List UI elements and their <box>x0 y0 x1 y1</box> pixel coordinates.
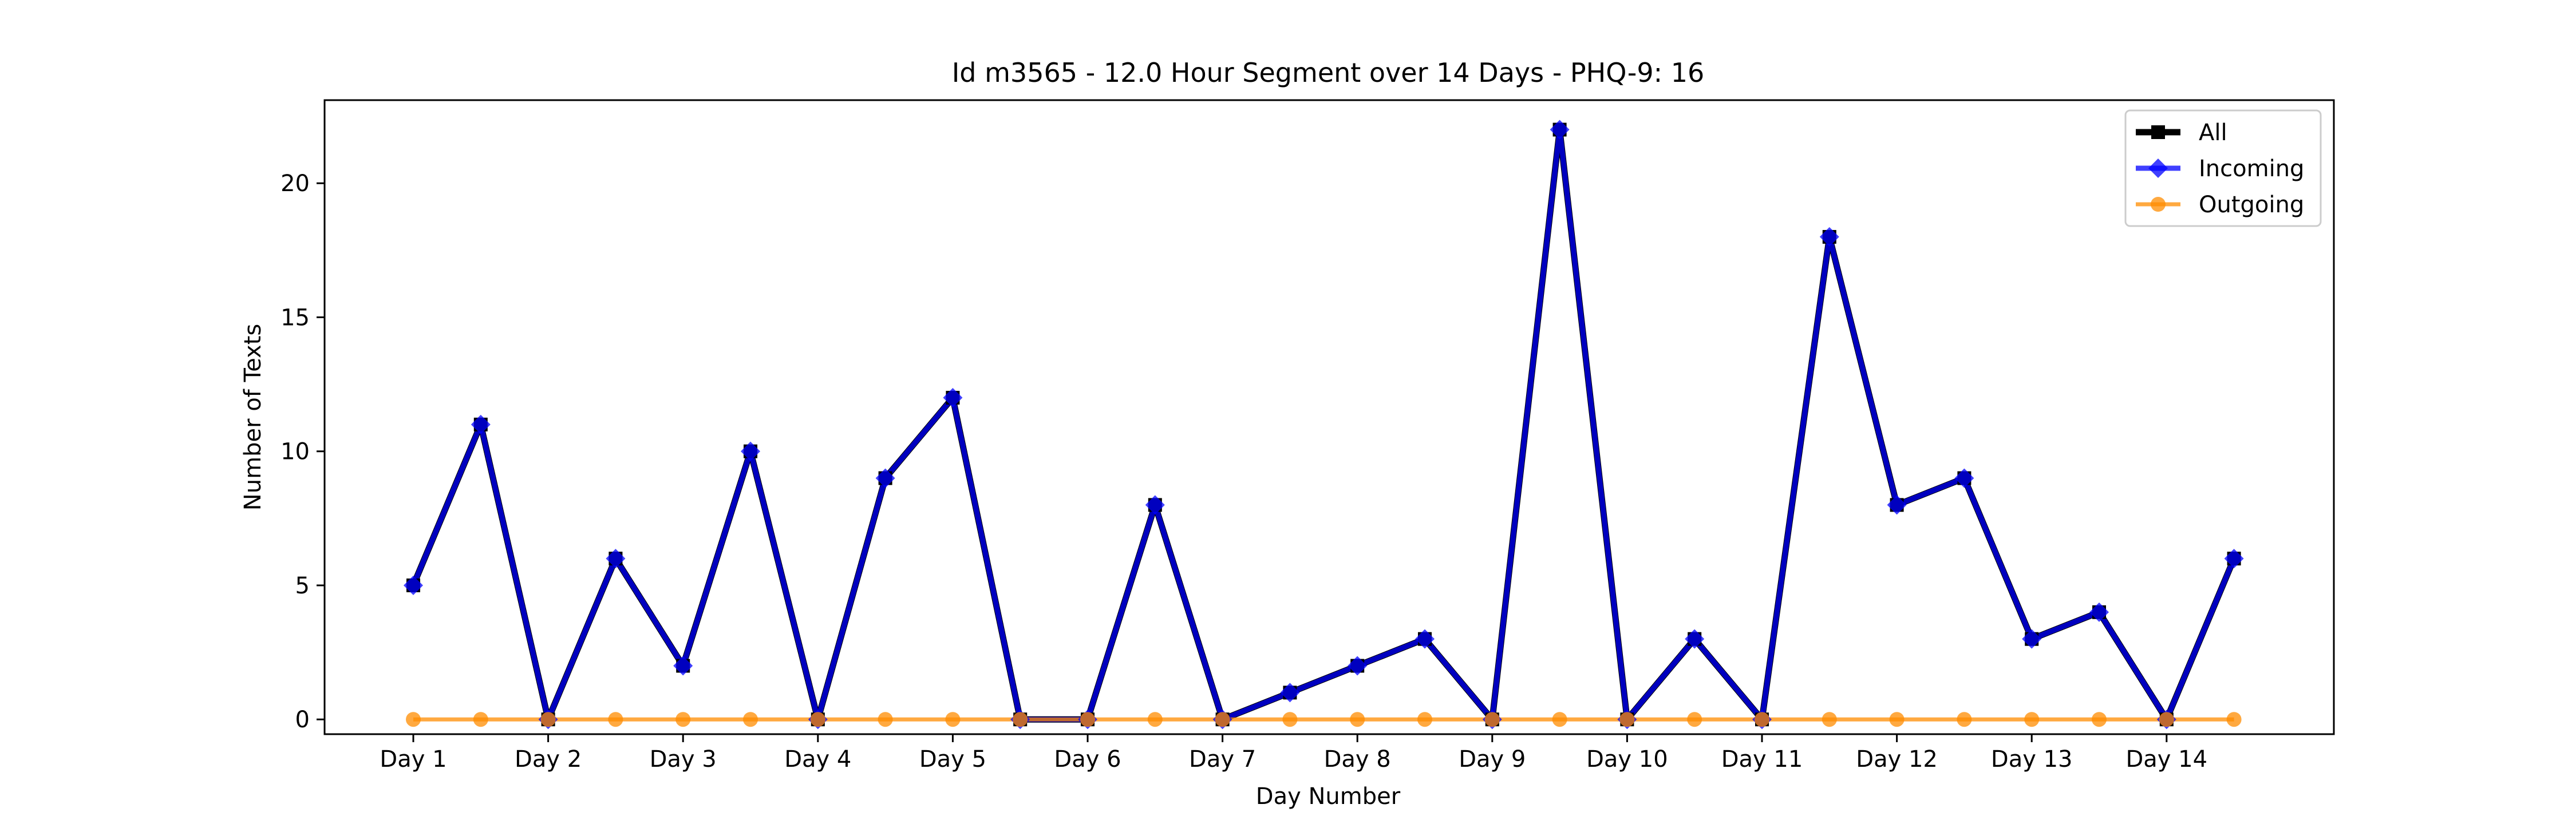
data-point-outgoing <box>1552 712 1567 727</box>
data-point-incoming <box>1550 120 1570 140</box>
data-point-outgoing <box>1147 712 1163 727</box>
x-tick-label: Day 10 <box>1586 746 1668 772</box>
legend-label: Incoming <box>2199 156 2304 182</box>
legend-marker <box>2148 159 2168 178</box>
legend-marker <box>2151 125 2165 139</box>
series-lines <box>410 126 2237 723</box>
data-point-outgoing <box>608 712 623 727</box>
data-point-outgoing <box>406 712 421 727</box>
data-point-incoming <box>1685 629 1705 649</box>
y-tick-label: 20 <box>280 171 310 197</box>
data-point-outgoing <box>473 712 488 727</box>
data-point-outgoing <box>1619 712 1635 727</box>
data-point-outgoing <box>540 712 556 727</box>
data-point-incoming <box>943 388 963 408</box>
x-axis-label: Day Number <box>1256 783 1401 810</box>
data-point-incoming <box>1819 227 1839 247</box>
x-tick-label: Day 11 <box>1721 746 1803 772</box>
x-axis: Day 1 Day 2 Day 3 Day 4 Day 5 Day 6 Day 7 Day 8… <box>380 734 2207 772</box>
data-point-outgoing <box>1889 712 1905 727</box>
data-point-outgoing <box>743 712 758 727</box>
data-point-outgoing <box>675 712 691 727</box>
plot-area <box>323 99 2335 735</box>
data-point-outgoing <box>810 712 825 727</box>
data-point-outgoing <box>1282 712 1298 727</box>
y-tick-label: 0 <box>295 707 310 733</box>
data-point-outgoing <box>1013 712 1028 727</box>
data-point-outgoing <box>1687 712 1702 727</box>
data-point-incoming <box>673 656 693 676</box>
chart-title: Id m3565 - 12.0 Hour Segment over 14 Day… <box>952 57 1705 88</box>
y-axis: 0 5 10 15 20 <box>280 171 325 733</box>
data-point-outgoing <box>878 712 893 727</box>
data-point-incoming <box>1887 495 1907 515</box>
data-point-incoming <box>741 441 760 461</box>
y-tick-label: 15 <box>280 304 310 331</box>
x-tick-label: Day 1 <box>380 746 447 772</box>
data-point-incoming <box>2089 602 2109 622</box>
x-tick-label: Day 3 <box>650 746 717 772</box>
x-tick-label: Day 9 <box>1459 746 1526 772</box>
data-point-incoming <box>1145 495 1165 515</box>
data-point-outgoing <box>1417 712 1432 727</box>
x-tick-label: Day 6 <box>1054 746 1121 772</box>
legend-box <box>2124 109 2322 227</box>
x-tick-label: Day 14 <box>2125 746 2207 772</box>
data-point-incoming <box>1415 629 1435 649</box>
data-point-outgoing <box>1215 712 1230 727</box>
x-tick-label: Day 7 <box>1189 746 1256 772</box>
data-point-outgoing <box>1755 712 1769 727</box>
series-line-incoming <box>410 127 2237 722</box>
data-point-outgoing <box>2159 712 2174 727</box>
data-point-outgoing <box>1822 712 1837 727</box>
y-tick-label: 5 <box>295 573 310 599</box>
y-axis-label: Number of Texts <box>240 324 266 510</box>
data-point-outgoing <box>1080 712 1095 727</box>
data-point-outgoing <box>1350 712 1365 727</box>
data-point-incoming <box>1348 656 1368 676</box>
data-point-incoming <box>2224 549 2244 569</box>
data-point-outgoing <box>2226 712 2242 727</box>
y-tick-label: 10 <box>280 439 310 465</box>
data-point-incoming <box>404 575 423 595</box>
legend-label: All <box>2199 120 2227 146</box>
data-point-outgoing <box>2092 712 2107 727</box>
data-point-incoming <box>1280 683 1300 703</box>
data-point-incoming <box>606 549 626 569</box>
data-point-outgoing <box>945 712 961 727</box>
data-point-outgoing <box>1957 712 1972 727</box>
x-tick-label: Day 12 <box>1856 746 1938 772</box>
x-tick-label: Day 2 <box>515 746 582 772</box>
data-point-incoming <box>471 414 491 434</box>
data-point-outgoing <box>2024 712 2040 727</box>
legend: All Incoming Outgoing <box>2124 109 2322 227</box>
data-point-incoming <box>1954 468 1974 488</box>
data-point-outgoing <box>1484 712 1500 727</box>
x-tick-label: Day 5 <box>919 746 986 772</box>
legend-label: Outgoing <box>2199 192 2304 218</box>
data-point-incoming <box>2022 629 2042 649</box>
data-point-incoming <box>875 468 895 488</box>
x-tick-label: Day 4 <box>784 746 851 772</box>
x-tick-label: Day 8 <box>1324 746 1391 772</box>
legend-marker <box>2151 197 2166 212</box>
series-markers <box>404 120 2244 730</box>
x-tick-label: Day 13 <box>1991 746 2073 772</box>
